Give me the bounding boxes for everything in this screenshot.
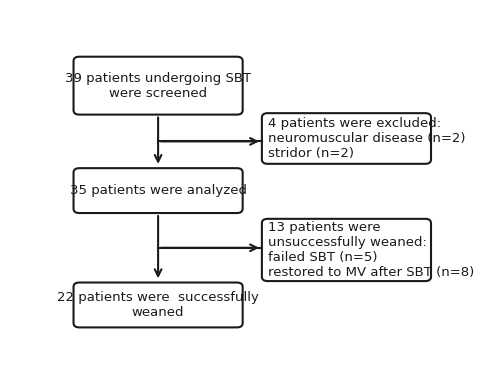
Text: 4 patients were excluded:
neuromuscular disease (n=2)
stridor (n=2): 4 patients were excluded: neuromuscular … — [268, 117, 465, 160]
FancyBboxPatch shape — [73, 168, 243, 213]
FancyBboxPatch shape — [73, 282, 243, 327]
Text: 39 patients undergoing SBT
were screened: 39 patients undergoing SBT were screened — [65, 72, 251, 100]
FancyBboxPatch shape — [262, 219, 431, 281]
Text: 22 patients were  successfully
weaned: 22 patients were successfully weaned — [57, 291, 259, 319]
FancyBboxPatch shape — [262, 113, 431, 164]
FancyBboxPatch shape — [73, 57, 243, 115]
Text: 13 patients were
unsuccessfully weaned:
failed SBT (n=5)
restored to MV after SB: 13 patients were unsuccessfully weaned: … — [268, 221, 474, 279]
Text: 35 patients were analyzed: 35 patients were analyzed — [69, 184, 247, 197]
